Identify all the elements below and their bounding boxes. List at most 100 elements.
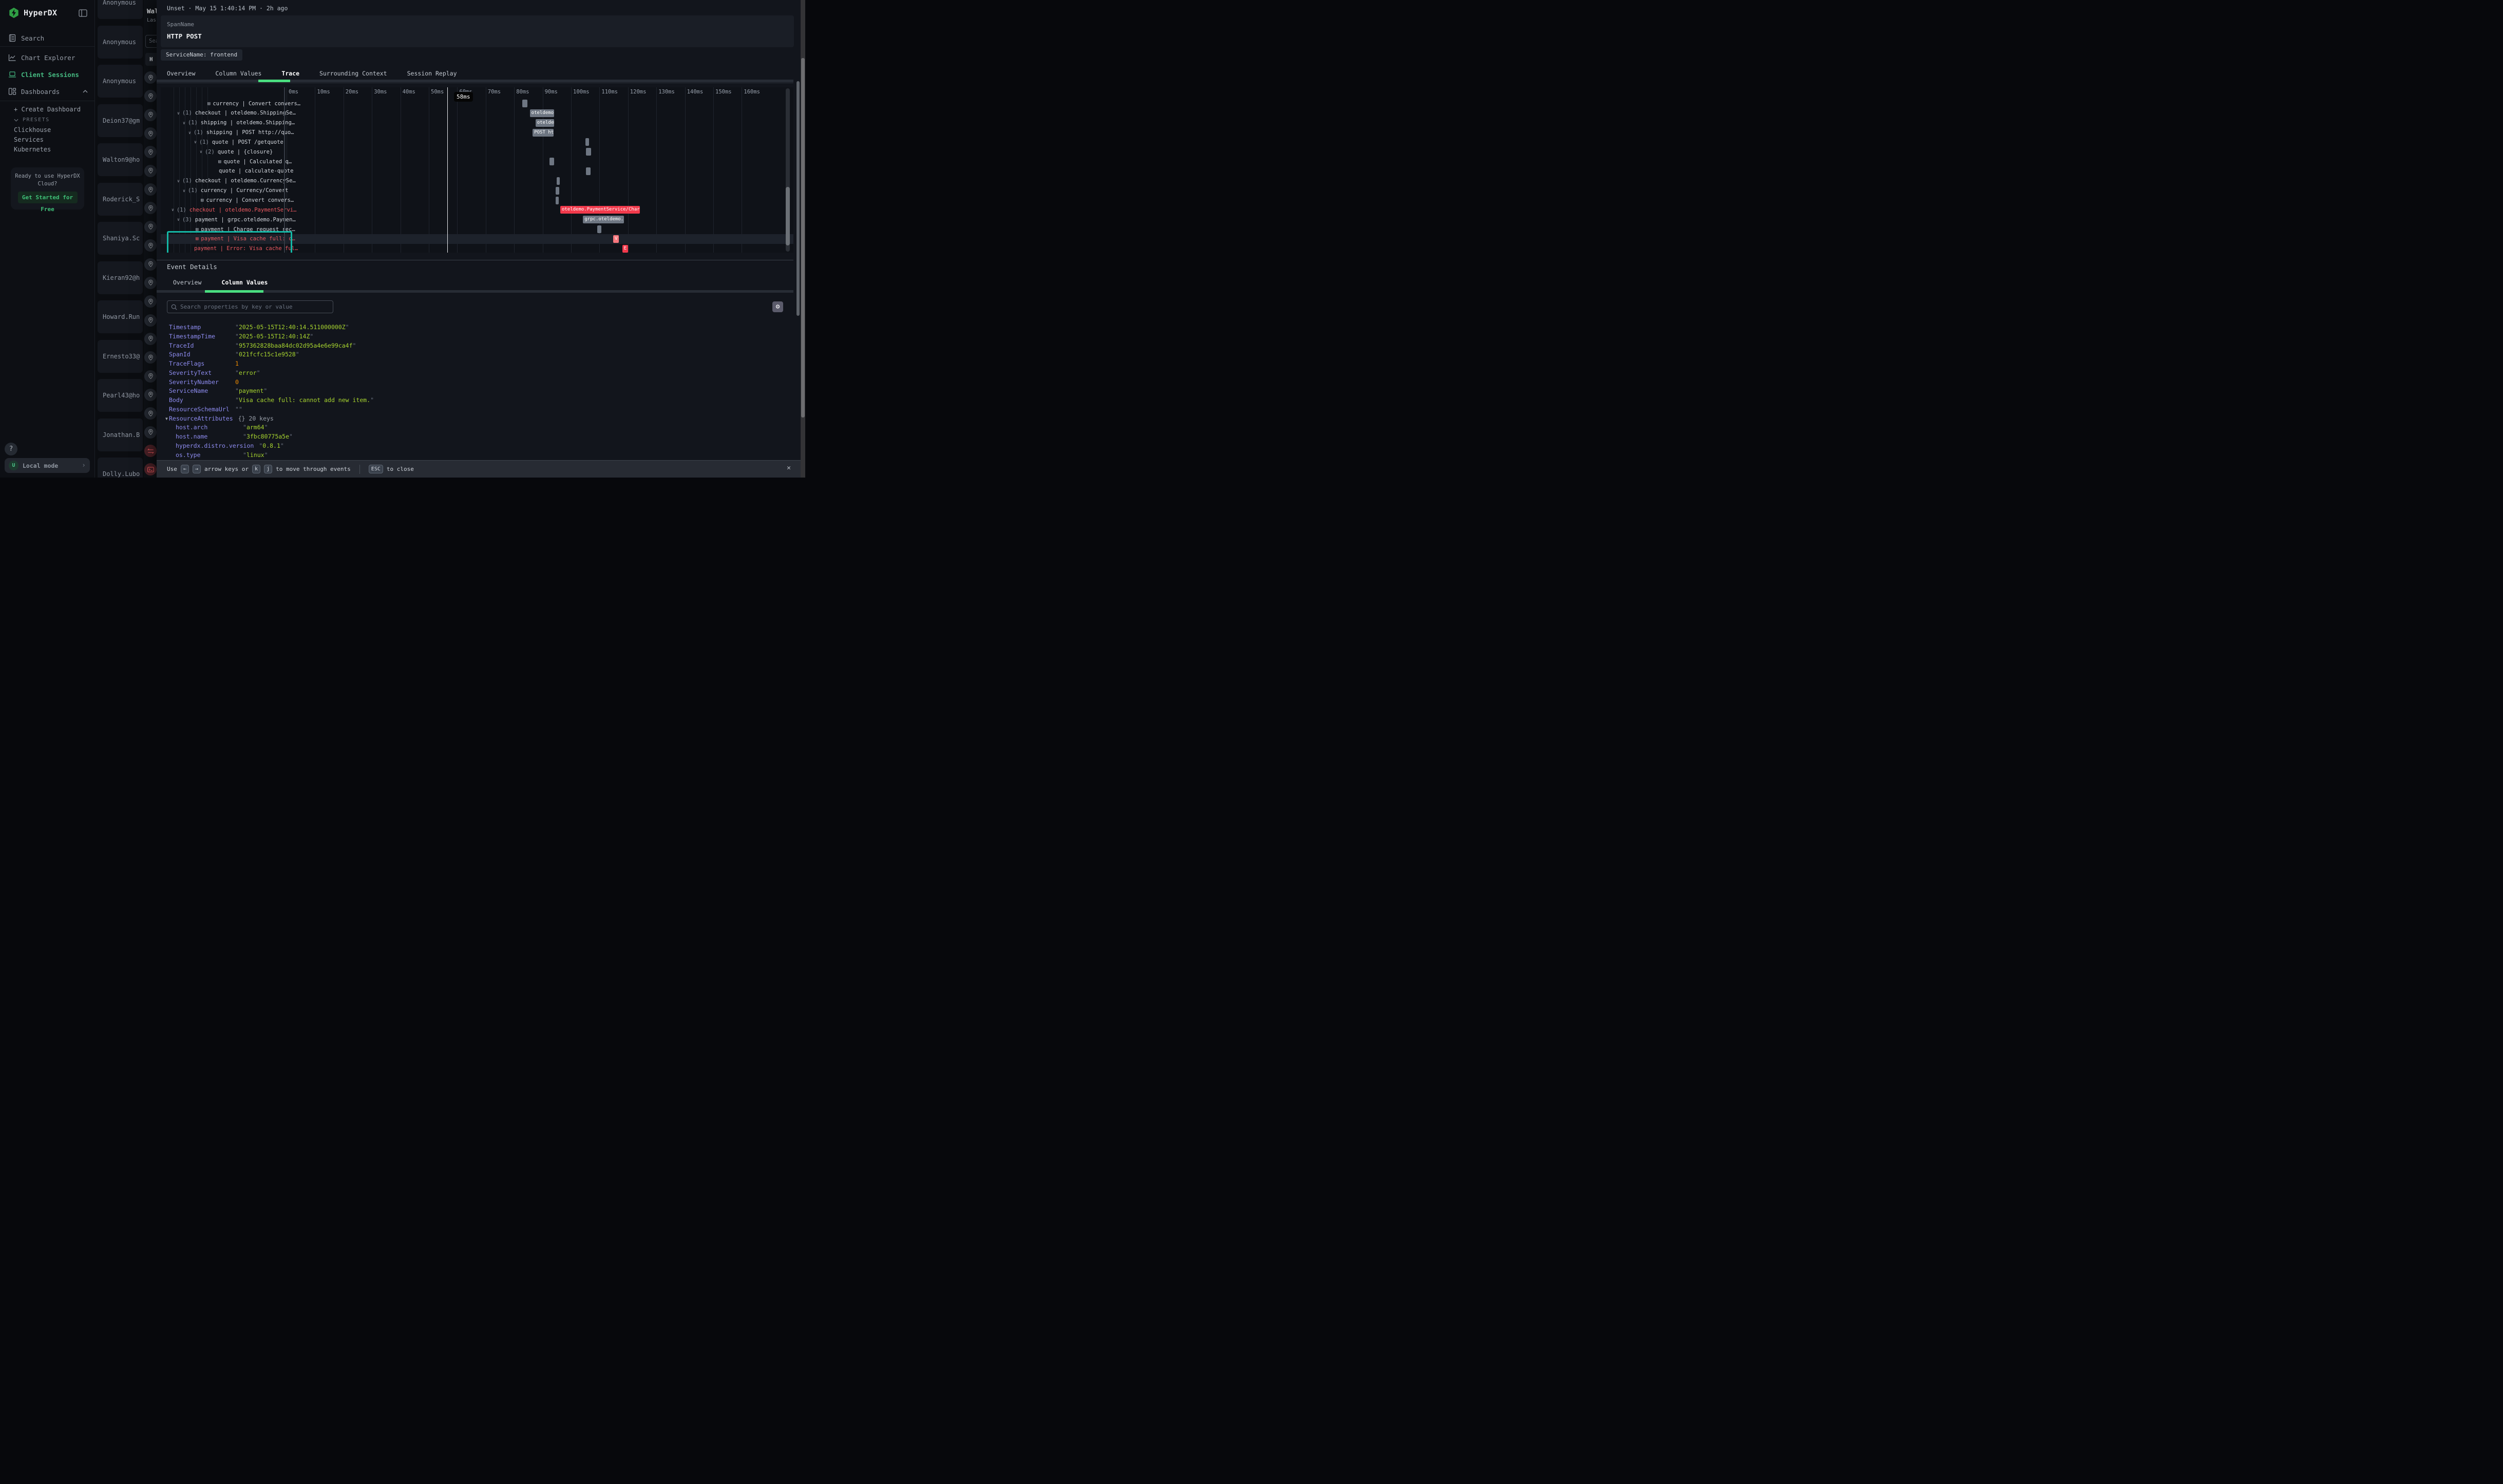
session-card[interactable]: Walton9@ho [98,143,143,176]
session-card[interactable]: Jonathan.B [98,418,143,451]
terminal-icon[interactable] [144,463,157,476]
trace-scrollbar-thumb[interactable] [786,187,790,245]
property-value[interactable]: "2025-05-15T12:40:14.511000000Z" [235,324,349,331]
trace-row[interactable]: quote | calculate-quote [161,166,793,176]
property-key[interactable]: SpanId [169,351,191,358]
location-pin-icon[interactable] [144,164,157,177]
trace-span-bar[interactable] [585,167,591,175]
tab-trace[interactable]: Trace [281,70,300,77]
location-pin-icon[interactable] [144,239,157,252]
location-pin-icon[interactable] [144,370,157,383]
trace-span-bar[interactable] [556,186,559,195]
trace-row[interactable]: ∨ (1) checkout | oteldemo.CurrencySe… [161,176,793,186]
property-row[interactable]: SpanId "021fcfc15c1e9528" [169,351,299,358]
property-key[interactable]: Body [169,396,183,404]
property-value[interactable]: "payment" [235,387,268,395]
preset-kubernetes[interactable]: Kubernetes [14,146,51,153]
tab-overview[interactable]: Overview [167,70,196,77]
property-key[interactable]: ResourceSchemaUrl [169,405,230,413]
strip-search-input[interactable]: Sea [145,35,157,48]
property-row[interactable]: TraceFlags 1 [169,360,239,367]
property-key[interactable]: Timestamp [169,324,201,331]
trace-span-bar[interactable]: oteldem [535,119,554,127]
location-pin-icon[interactable] [144,388,157,401]
property-row[interactable]: Body "Visa cache full: cannot add new ite… [169,396,374,404]
trace-span-bar[interactable]: oteldemo.PaymentService/Char [560,206,640,214]
tab-column-values[interactable]: Column Values [215,70,262,77]
location-pin-icon[interactable] [144,183,157,196]
session-card[interactable]: Dolly.Lubo [98,458,143,478]
session-card[interactable]: Anonymous [98,25,143,59]
trace-row[interactable]: ∨ (1) shipping | oteldemo.Shipping… [161,118,793,128]
trace-row[interactable]: ▤ currency | Convert convers… [161,196,793,205]
local-mode-button[interactable]: U Local mode › [5,458,90,473]
trace-row[interactable]: ∨ (1) checkout | oteldemo.ShippingSe… [161,108,793,118]
property-row[interactable]: os.type "linux" [176,451,268,459]
sidebar-item-chart-explorer[interactable]: Chart Explorer [8,53,75,62]
property-value[interactable]: "021fcfc15c1e9528" [235,351,299,358]
trace-span-bar[interactable] [522,100,528,107]
property-row[interactable]: host.name "3fbc80775a5e" [176,433,293,440]
trace-span-bar[interactable]: E [622,244,628,253]
property-row[interactable]: host.arch "arm64" [176,424,268,431]
location-pin-icon[interactable] [144,202,157,215]
trace-span-bar[interactable] [597,225,601,234]
sidebar-item-search[interactable]: Search [8,34,44,42]
property-key[interactable]: TraceFlags [169,360,205,368]
expander-triangle-icon[interactable]: ▼ [165,416,168,421]
trace-span-bar[interactable] [549,158,554,166]
property-key[interactable]: host.name [176,433,208,441]
trace-row[interactable]: ∨ (3) payment | grpc.oteldemo.Paymen… [161,215,793,224]
property-value[interactable]: "3fbc80775a5e" [243,433,293,441]
chevron-down-icon[interactable]: ∨ [177,217,180,222]
close-icon[interactable]: ✕ [787,464,791,472]
trace-span-bar[interactable]: grpc.oteldemo. [583,216,624,224]
location-pin-icon[interactable] [144,71,157,84]
location-pin-icon[interactable] [144,146,157,159]
trace-row[interactable]: ∨ (1) checkout | oteldemo.PaymentServi… [161,205,793,215]
trace-row[interactable]: ▤ currency | Convert convers… [161,99,793,108]
chevron-down-icon[interactable]: ∨ [183,188,185,193]
property-row[interactable]: SeverityText "error" [169,369,260,376]
preset-services[interactable]: Services [14,136,44,143]
location-pin-icon[interactable] [144,276,157,289]
create-dashboard-link[interactable]: + Create Dashboard [14,106,81,113]
property-key[interactable]: ServiceName [169,387,208,395]
trace-span-bar[interactable]: POST ht [533,128,554,137]
property-value[interactable]: "Visa cache full: cannot add new item." [235,396,374,404]
property-key[interactable]: SeverityNumber [169,378,219,386]
property-value[interactable]: 0 [235,378,239,386]
chevron-down-icon[interactable]: ∨ [177,178,180,183]
session-card[interactable]: Kieran92@h [98,261,143,294]
trace-span-bar[interactable]: V [613,235,619,243]
app-logo[interactable]: HyperDX [8,7,57,18]
location-pin-icon[interactable] [144,426,157,439]
property-row[interactable]: ResourceSchemaUrl "" [169,406,242,413]
trace-row[interactable]: ∨ (1) shipping | POST http://quo… [161,128,793,138]
location-pin-icon[interactable] [144,314,157,327]
session-card[interactable]: Ernesto33@ [98,339,143,373]
property-value[interactable]: "957362828baa84dc02d95a4e6e99ca4f" [235,341,356,349]
strip-button[interactable]: H [145,53,157,66]
chevron-down-icon[interactable]: ∨ [183,120,185,125]
property-key[interactable]: host.arch [176,424,208,431]
property-value[interactable]: "arm64" [243,424,268,431]
property-key[interactable]: os.type [176,451,201,459]
preset-clickhouse[interactable]: Clickhouse [14,126,51,134]
trace-row[interactable]: ∨ (2) quote | {closure} [161,147,793,157]
chevron-down-icon[interactable]: ∨ [188,130,191,135]
location-pin-icon[interactable] [144,90,157,103]
location-pin-icon[interactable] [144,108,157,121]
property-value[interactable]: 1 [235,360,239,368]
location-pin-icon[interactable] [144,351,157,364]
modal-scrollbar-thumb[interactable] [797,81,800,316]
property-key[interactable]: TraceId [169,341,194,349]
property-key[interactable]: SeverityText [169,369,212,376]
session-card[interactable]: Pearl43@ho [98,379,143,412]
help-button[interactable]: ? [5,443,17,455]
location-pin-icon[interactable] [144,332,157,345]
location-pin-icon[interactable] [144,258,157,271]
property-row[interactable]: SeverityNumber 0 [169,378,239,386]
trace-row[interactable]: ▤ payment | Visa cache full: c… [161,234,793,244]
session-card[interactable]: Anonymous [98,65,143,98]
